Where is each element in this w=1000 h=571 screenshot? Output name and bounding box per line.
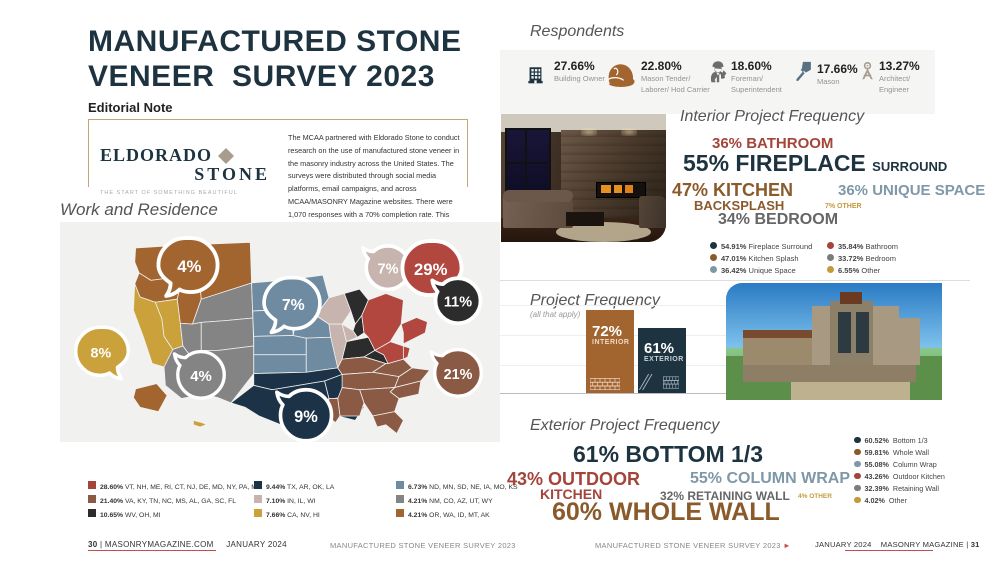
svg-text:9%: 9% [294, 408, 318, 426]
svg-text:4%: 4% [177, 257, 201, 276]
svg-text:11%: 11% [444, 295, 472, 311]
svg-text:21%: 21% [444, 367, 473, 383]
svg-text:8%: 8% [91, 346, 112, 362]
svg-text:7%: 7% [282, 297, 305, 314]
svg-text:4%: 4% [190, 368, 212, 385]
